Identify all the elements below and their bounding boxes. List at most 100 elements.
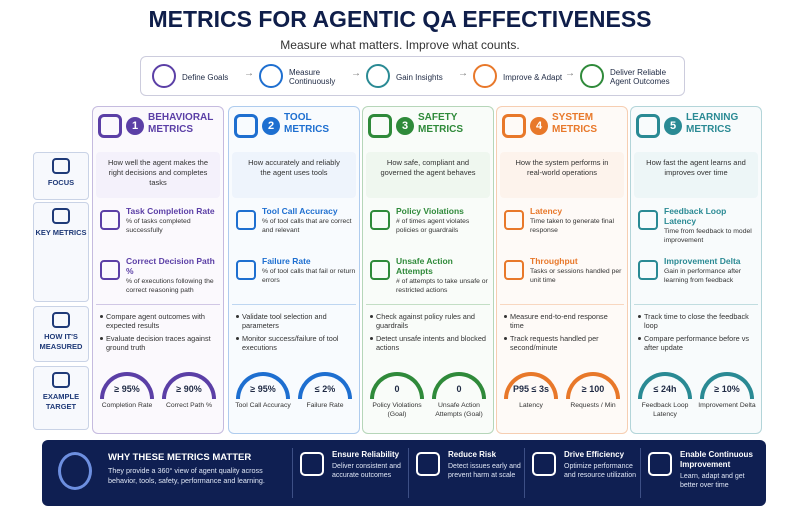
row-label: EXAMPLE TARGET	[42, 392, 80, 411]
measured-item: Compare performance before vs after upda…	[644, 334, 750, 352]
flow-icon	[152, 64, 176, 88]
footer-item-desc: Detect issues early and prevent harm at …	[448, 463, 521, 479]
focus: How fast the agent learns and improves o…	[634, 152, 758, 198]
column-number: 5	[664, 117, 682, 135]
bullet	[370, 315, 373, 318]
footer-item-name: Ensure Reliability	[332, 450, 400, 459]
divider	[634, 304, 758, 305]
measured-item: Detect unsafe intents and blocked action…	[376, 334, 486, 352]
target-value: ≥ 10%	[714, 384, 740, 394]
row-label: HOW IT'S MEASURED	[39, 332, 83, 351]
flow-icon	[366, 64, 390, 88]
metric-desc: Tasks or sessions handled per unit time	[530, 268, 622, 284]
footer-divider	[640, 448, 641, 498]
flow-arrow: →	[458, 68, 468, 79]
row-icon	[52, 312, 70, 328]
measured-item: Check against policy rules and guardrail…	[376, 312, 475, 330]
divider	[232, 304, 356, 305]
divider	[500, 304, 624, 305]
row-label: FOCUS	[47, 178, 75, 187]
divider	[366, 304, 490, 305]
footer-title: WHY THESE METRICS MATTER	[108, 452, 252, 463]
footer-bg	[42, 440, 766, 506]
focus: How well the agent makes the right decis…	[96, 152, 220, 198]
focus: How safe, compliant and governed the age…	[366, 152, 490, 198]
bullet	[370, 337, 373, 340]
target-value: ≥ 95%	[114, 384, 140, 394]
measured-item: Track requests handled per second/minute	[510, 334, 599, 352]
metric-desc: Time from feedback to model improvement	[664, 228, 752, 244]
metric-icon	[370, 210, 390, 230]
metric-name: Latency	[530, 206, 563, 216]
column-number: 1	[126, 117, 144, 135]
target-label: Latency	[519, 402, 543, 409]
footer-badge	[58, 452, 92, 490]
footer-item-name: Reduce Risk	[448, 450, 497, 459]
target-label: Tool Call Accuracy	[235, 402, 291, 409]
footer-item-desc: Optimize performance and resource utiliz…	[564, 463, 636, 479]
flow-box	[140, 56, 685, 96]
focus: How the system performs in real-world op…	[500, 152, 624, 198]
footer-item-name: Enable Continuous Improvement	[680, 450, 753, 469]
metric-name: Correct Decision Path %	[126, 256, 215, 276]
column-number: 3	[396, 117, 414, 135]
flow-label: Deliver Reliable Agent Outcomes	[610, 68, 670, 86]
flow-icon	[473, 64, 497, 88]
bullet	[504, 315, 507, 318]
target-value: P95 ≤ 3s	[513, 384, 549, 394]
target-label: Policy Violations (Goal)	[372, 402, 422, 418]
measured-item: Monitor success/failure of tool executio…	[242, 334, 339, 352]
column-icon	[98, 114, 122, 138]
bullet	[504, 337, 507, 340]
metric-icon	[638, 210, 658, 230]
target-value: 0	[456, 384, 462, 394]
metric-desc: % of tool calls that are correct and rel…	[262, 218, 352, 234]
measured-item: Track time to close the feedback loop	[644, 312, 749, 330]
column-title: LEARNING METRICS	[686, 112, 739, 135]
footer-text: They provide a 360° view of agent qualit…	[108, 466, 265, 485]
metric-name: Policy Violations	[396, 206, 464, 216]
footer-item-name: Drive Efficiency	[564, 450, 625, 459]
footer-icon	[532, 452, 556, 476]
footer-item-desc: Learn, adapt and get better over time	[680, 473, 745, 489]
metric-icon	[100, 260, 120, 280]
metric-icon	[236, 210, 256, 230]
column-number: 2	[262, 117, 280, 135]
metric-name: Improvement Delta	[664, 256, 741, 266]
column-icon	[234, 114, 258, 138]
target-label: Requests / Min	[570, 402, 616, 409]
footer-item-desc: Deliver consistent and accurate outcomes	[332, 463, 401, 479]
measured-item: Measure end-to-end response time	[510, 312, 608, 330]
bullet	[236, 315, 239, 318]
metric-icon	[236, 260, 256, 280]
bullet	[638, 337, 641, 340]
footer-divider	[292, 448, 293, 498]
bullet	[100, 337, 103, 340]
metric-icon	[504, 210, 524, 230]
metric-name: Unsafe Action Attempts	[396, 256, 453, 276]
measured-item: Validate tool selection and parameters	[242, 312, 327, 330]
row-label-box	[33, 202, 89, 302]
column-icon	[636, 114, 660, 138]
footer-divider	[524, 448, 525, 498]
target-value: ≥ 100	[581, 384, 605, 394]
target-label: Unsafe Action Attempts (Goal)	[435, 402, 483, 418]
target-value: ≤ 2%	[314, 384, 336, 394]
footer-divider	[408, 448, 409, 498]
metric-name: Throughput	[530, 256, 578, 266]
row-label: KEY METRICS	[35, 228, 87, 237]
metric-name: Task Completion Rate	[126, 206, 215, 216]
focus: How accurately and reliably the agent us…	[232, 152, 356, 198]
column-title: TOOL METRICS	[284, 112, 329, 135]
flow-label: Gain Insights	[396, 72, 443, 82]
title: METRICS FOR AGENTIC QA EFFECTIVENESS	[148, 6, 652, 32]
target-value: ≤ 24h	[653, 384, 677, 394]
footer-icon	[648, 452, 672, 476]
footer-icon	[416, 452, 440, 476]
row-label-box	[33, 366, 89, 430]
flow-arrow: →	[351, 68, 361, 79]
row-icon	[52, 208, 70, 224]
metric-desc: % of tasks completed successfully	[126, 218, 191, 234]
flow-label: Define Goals	[182, 72, 229, 82]
metric-name: Failure Rate	[262, 256, 311, 266]
